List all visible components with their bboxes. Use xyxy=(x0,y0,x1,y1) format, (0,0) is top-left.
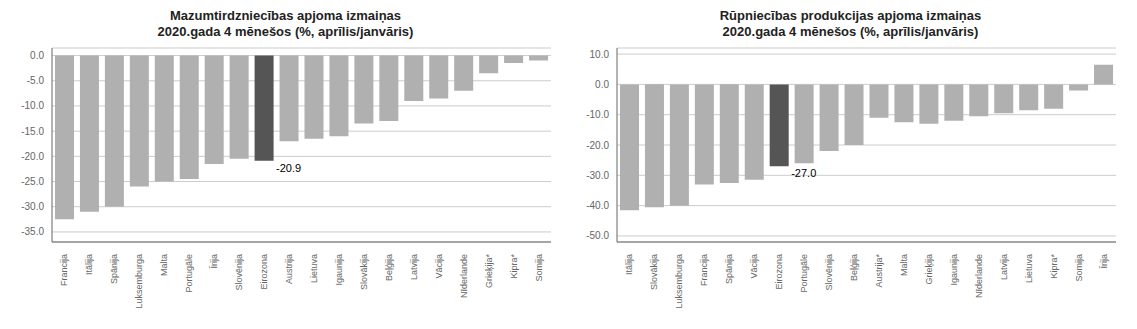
svg-text:Vācija: Vācija xyxy=(434,254,444,279)
svg-text:-35.0: -35.0 xyxy=(21,226,44,237)
svg-text:Francija: Francija xyxy=(699,254,709,286)
svg-text:Malta: Malta xyxy=(899,254,909,276)
svg-text:-25.0: -25.0 xyxy=(21,176,44,187)
svg-text:Eirozona: Eirozona xyxy=(774,254,784,290)
svg-text:Grieķija*: Grieķija* xyxy=(484,254,494,289)
svg-text:Francija: Francija xyxy=(59,254,69,286)
html-text:Mazumtirdzniecības apjoma izma: Mazumtirdzniecības apjoma izmaiņas xyxy=(169,8,402,23)
svg-text:Spānija: Spānija xyxy=(109,254,119,284)
svg-text:-5.0: -5.0 xyxy=(27,75,45,86)
svg-text:-40.0: -40.0 xyxy=(586,200,609,211)
svg-text:Slovēnija: Slovēnija xyxy=(824,254,834,291)
html-text:2020.gada 4 mēnešos (%, aprīli: 2020.gada 4 mēnešos (%, aprīlis/janvāris… xyxy=(157,24,414,39)
svg-text:-20.0: -20.0 xyxy=(586,140,609,151)
svg-text:Slovēnija: Slovēnija xyxy=(234,254,244,291)
svg-text:Vācija: Vācija xyxy=(749,254,759,279)
svg-text:-27.0: -27.0 xyxy=(791,167,816,179)
svg-text:Latvija: Latvija xyxy=(409,254,419,280)
svg-text:Itālija: Itālija xyxy=(624,254,634,275)
svg-text:-20.9: -20.9 xyxy=(276,162,301,174)
svg-text:Austrija: Austrija xyxy=(284,254,294,284)
svg-text:Portugāle: Portugāle xyxy=(799,254,809,293)
svg-text:Somija: Somija xyxy=(1074,254,1084,282)
svg-text:Nīderlande: Nīderlande xyxy=(459,254,469,298)
svg-text:Itālija: Itālija xyxy=(84,254,94,275)
svg-text:Īrija: Īrija xyxy=(1099,254,1109,269)
svg-text:Portugāle: Portugāle xyxy=(184,254,194,293)
svg-text:0.0: 0.0 xyxy=(30,50,44,61)
svg-text:-10.0: -10.0 xyxy=(21,100,44,111)
svg-text:Eirozona: Eirozona xyxy=(259,254,269,290)
svg-text:Lietuva: Lietuva xyxy=(1024,254,1034,283)
html-text:2020.gada 4 mēnešos (%, aprīli: 2020.gada 4 mēnešos (%, aprīlis/janvāris… xyxy=(722,24,979,39)
svg-text:Igaunija: Igaunija xyxy=(949,254,959,286)
svg-text:Luksemburga: Luksemburga xyxy=(674,254,684,309)
svg-text:Malta: Malta xyxy=(159,254,169,276)
svg-text:-30.0: -30.0 xyxy=(586,170,609,181)
svg-text:Somija: Somija xyxy=(534,254,544,282)
svg-text:Grieķija: Grieķija xyxy=(924,254,934,285)
svg-text:Nīderlande: Nīderlande xyxy=(974,254,984,298)
svg-text:-50.0: -50.0 xyxy=(586,230,609,241)
svg-text:Lietuva: Lietuva xyxy=(309,254,319,283)
svg-text:10.0: 10.0 xyxy=(590,49,610,60)
svg-text:Slovākija: Slovākija xyxy=(649,254,659,290)
svg-text:Austrija*: Austrija* xyxy=(874,254,884,288)
svg-text:Latvija: Latvija xyxy=(999,254,1009,280)
svg-text:Luksemburga: Luksemburga xyxy=(134,254,144,309)
svg-text:Īrija: Īrija xyxy=(209,254,219,269)
svg-text:Kipra*: Kipra* xyxy=(1049,254,1059,279)
svg-text:-15.0: -15.0 xyxy=(21,126,44,137)
html-text:Rūpniecības produkcijas apjoma: Rūpniecības produkcijas apjoma izmaiņas xyxy=(719,8,982,23)
svg-text:Igaunija: Igaunija xyxy=(334,254,344,286)
svg-text:0.0: 0.0 xyxy=(595,79,609,90)
svg-text:-20.0: -20.0 xyxy=(21,151,44,162)
svg-text:-10.0: -10.0 xyxy=(586,109,609,120)
svg-text:-30.0: -30.0 xyxy=(21,201,44,212)
svg-text:Beļģija: Beļģija xyxy=(849,254,859,281)
svg-text:Kipra*: Kipra* xyxy=(509,254,519,279)
svg-text:Spānija: Spānija xyxy=(724,254,734,284)
svg-text:Beļģija: Beļģija xyxy=(384,254,394,281)
svg-text:Slovākija: Slovākija xyxy=(359,254,369,290)
